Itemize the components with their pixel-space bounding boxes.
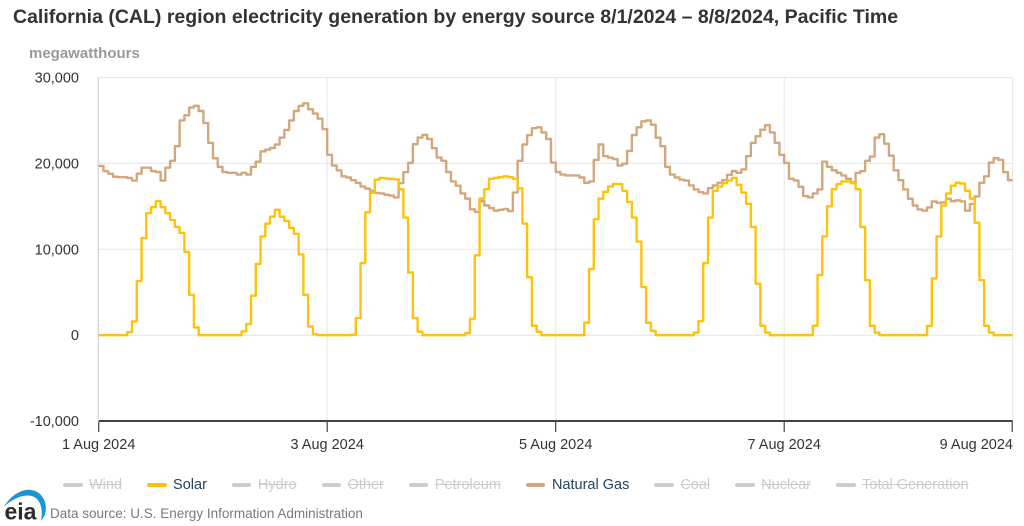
svg-text:5 Aug 2024: 5 Aug 2024 (519, 437, 592, 453)
svg-text:0: 0 (71, 328, 79, 344)
svg-text:3 Aug 2024: 3 Aug 2024 (291, 437, 364, 453)
svg-text:7 Aug 2024: 7 Aug 2024 (748, 437, 821, 453)
svg-text:1 Aug 2024: 1 Aug 2024 (62, 437, 135, 453)
svg-text:30,000: 30,000 (35, 71, 79, 87)
svg-text:-10,000: -10,000 (30, 414, 79, 430)
svg-text:9 Aug 2024: 9 Aug 2024 (940, 437, 1013, 453)
svg-text:eia: eia (5, 499, 37, 525)
svg-text:10,000: 10,000 (35, 242, 79, 258)
svg-text:20,000: 20,000 (35, 156, 79, 172)
